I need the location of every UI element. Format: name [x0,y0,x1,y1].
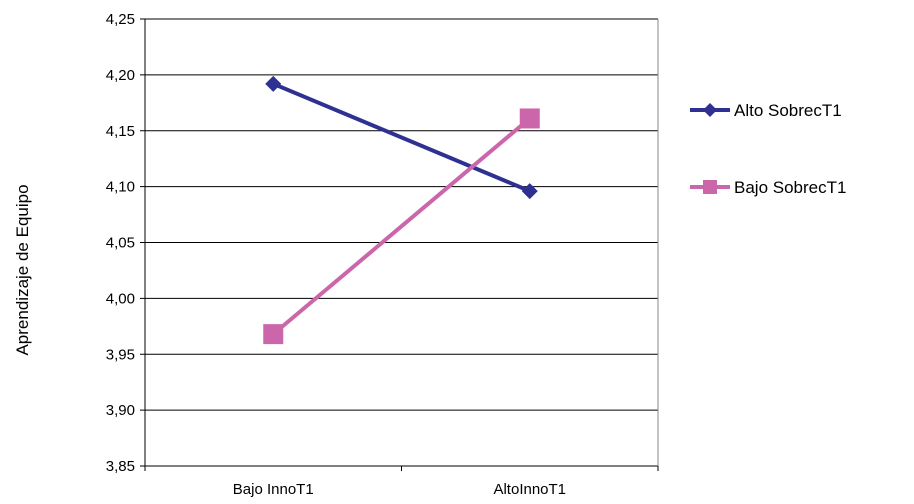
axes [140,18,659,471]
y-tick-label: 3,85 [106,458,135,475]
y-tick-label: 4,20 [106,67,135,84]
x-tick-label: AltoInnoT1 [493,481,566,498]
square-marker [703,180,717,194]
square-marker [519,108,540,129]
diamond-marker [703,103,717,117]
legend-label: Alto SobrecT1 [734,101,842,120]
legend-label: Bajo SobrecT1 [734,178,846,197]
series-markers [263,75,540,345]
series-line [271,116,532,336]
grid-lines [145,18,658,467]
diamond-marker [265,75,282,92]
series-line [272,81,531,193]
y-axis-title: Aprendizaje de Equipo [13,184,32,355]
series-lines [271,81,532,336]
y-tick-label: 3,95 [106,346,135,363]
y-tick-labels: 3,85 3,90 3,95 4,00 4,05 4,10 4,15 4,20 4,25 [106,11,135,475]
y-tick-label: 4,10 [106,179,135,196]
y-tick-label: 4,15 [106,123,135,140]
x-tick-label: Bajo InnoT1 [233,481,314,498]
legend: Alto SobrecT1 Bajo SobrecT1 [690,101,846,197]
square-marker [263,324,284,345]
y-tick-label: 4,05 [106,235,135,252]
diamond-marker [521,183,538,200]
y-tick-label: 4,25 [106,11,135,28]
y-tick-label: 3,90 [106,402,135,419]
x-tick-labels: Bajo InnoT1 AltoInnoT1 [233,481,566,498]
y-tick-label: 4,00 [106,290,135,307]
